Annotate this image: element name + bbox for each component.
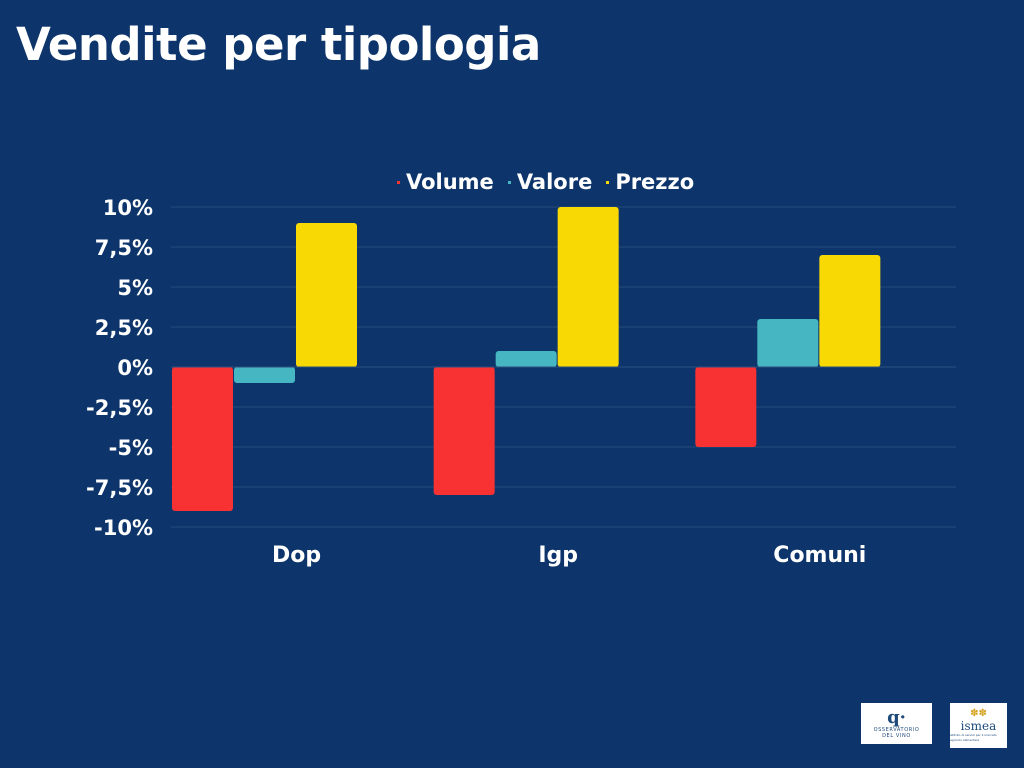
x-category-label-comuni: Comuni bbox=[773, 543, 866, 568]
osservatorio-logo-text-1: OSSERVATORIO bbox=[873, 726, 920, 733]
legend-label-valore: Valore bbox=[516, 170, 593, 194]
x-category-label-igp: Igp bbox=[538, 543, 578, 568]
x-category-label-dop: Dop bbox=[272, 543, 321, 568]
y-tick-label: -5% bbox=[109, 436, 153, 460]
legend-swatch-valore bbox=[507, 180, 511, 184]
bar-igp-volume bbox=[433, 367, 495, 495]
legend-item-prezzo: Prezzo bbox=[606, 170, 694, 194]
y-tick-label: 2,5% bbox=[95, 316, 153, 340]
bar-igp-valore bbox=[495, 351, 557, 367]
ismea-logo-text: ismea bbox=[960, 719, 997, 733]
bar-comuni-volume bbox=[695, 367, 757, 447]
legend-swatch-prezzo bbox=[606, 180, 610, 184]
osservatorio-del-vino-logo: q· OSSERVATORIO DEL VINO bbox=[861, 703, 932, 744]
y-tick-label: -2,5% bbox=[86, 396, 153, 420]
osservatorio-logo-mark: q· bbox=[887, 706, 906, 728]
bar-dop-volume bbox=[172, 367, 233, 511]
legend-label-volume: Volume bbox=[406, 170, 494, 194]
osservatorio-logo-text-2: DEL VINO bbox=[882, 732, 911, 739]
bar-dop-valore bbox=[234, 367, 295, 383]
y-tick-label: 5% bbox=[117, 276, 153, 300]
y-tick-label: -7,5% bbox=[86, 476, 153, 500]
ismea-logo-mark: ✽✽ bbox=[970, 708, 987, 719]
y-tick-label: 0% bbox=[117, 356, 153, 380]
y-tick-label: -10% bbox=[94, 516, 153, 540]
slide-title: Vendite per tipologia bbox=[16, 18, 541, 71]
bar-comuni-valore bbox=[757, 319, 819, 367]
chart-legend: Volume Valore Prezzo bbox=[397, 170, 694, 194]
bar-comuni-prezzo bbox=[819, 255, 881, 367]
legend-item-volume: Volume bbox=[397, 170, 494, 194]
ismea-logo: ✽✽ ismea istituto di servizi per il merc… bbox=[950, 703, 1007, 748]
bar-dop-prezzo bbox=[296, 223, 357, 367]
y-tick-label: 7,5% bbox=[95, 236, 153, 260]
bar-igp-prezzo bbox=[557, 207, 619, 367]
legend-swatch-volume bbox=[397, 180, 400, 184]
legend-item-valore: Valore bbox=[507, 170, 593, 194]
y-tick-label: 10% bbox=[103, 196, 153, 220]
ismea-logo-subtext: istituto di servizi per il mercato agric… bbox=[950, 733, 997, 742]
legend-label-prezzo: Prezzo bbox=[615, 170, 695, 194]
